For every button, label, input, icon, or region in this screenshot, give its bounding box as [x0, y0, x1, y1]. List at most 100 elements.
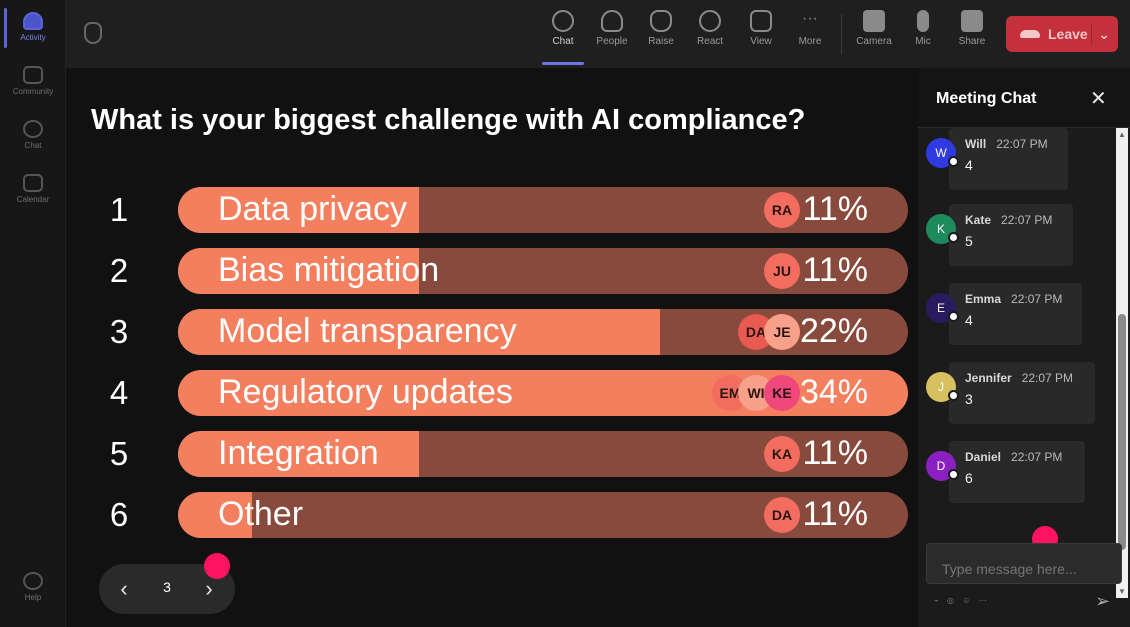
voter-avatar: JU	[764, 253, 800, 289]
chat-header: Meeting Chat ✕	[918, 68, 1130, 128]
cursor-highlight-dot	[204, 553, 230, 579]
chevron-right-icon[interactable]: ›	[205, 576, 213, 601]
poll-option-row: 5 Integration 11% KA	[66, 431, 918, 477]
chat-scrollbar[interactable]: ▲ ▼	[1116, 128, 1128, 598]
message-time: 22:07 PM	[1011, 292, 1063, 306]
chat-icon	[23, 120, 43, 138]
poll-option-number: 3	[109, 313, 129, 350]
voter-avatar: KE	[764, 375, 800, 411]
poll-option-label: Bias mitigation	[218, 251, 440, 289]
message-text: 5	[965, 233, 973, 249]
poll-option-row: 6 Other 11% DA	[66, 492, 918, 538]
poll-option-label: Other	[218, 495, 304, 533]
message-bubble: Jennifer 22:07 PM 3	[949, 362, 1095, 424]
toolbar-more-label: More	[798, 36, 822, 47]
voter-avatar: RA	[764, 192, 800, 228]
poll-option-bar: Regulatory updates 34% EM WI KE	[178, 370, 908, 416]
voter-avatars: JU	[178, 253, 908, 289]
voter-avatars: DA	[178, 497, 908, 533]
poll-option-number: 4	[109, 374, 129, 411]
presence-status-dot	[948, 156, 959, 167]
toolbar-raise-button[interactable]: Raise	[638, 10, 684, 47]
rail-item-chat[interactable]: Chat	[0, 120, 66, 150]
toolbar-chat-label: Chat	[552, 36, 574, 47]
chat-message: Emma 22:07 PM 4 E	[924, 283, 1114, 349]
rail-item-help[interactable]: Help	[0, 572, 66, 602]
send-icon[interactable]: ➢	[1095, 591, 1111, 611]
page-number: 3	[163, 579, 171, 595]
presence-status-dot	[948, 232, 959, 243]
sender-name: Jennifer	[965, 371, 1012, 385]
scrollbar-thumb[interactable]	[1118, 314, 1126, 550]
sender-name: Emma	[965, 292, 1002, 306]
rail-item-activity[interactable]: Activity	[0, 12, 66, 42]
voter-avatars: KA	[178, 436, 908, 472]
rail-item-label: Calendar	[16, 195, 50, 204]
message-input[interactable]	[926, 543, 1122, 584]
poll-option-row: 1 Data privacy 11% RA	[66, 187, 918, 233]
community-icon	[23, 66, 43, 84]
message-text: 4	[965, 312, 973, 328]
poll-option-percent: 11%	[802, 434, 868, 472]
toolbar-share-button[interactable]: Share	[949, 10, 995, 47]
poll-option-row: 2 Bias mitigation 11% JU	[66, 248, 918, 294]
chat-message-list[interactable]: Will 22:07 PM 4 W Kate 22:07 PM 5 K Emma 22:07 PM…	[918, 128, 1118, 598]
poll-option-fill	[178, 187, 419, 233]
presence-status-dot	[948, 311, 959, 322]
poll-option-percent: 34%	[799, 373, 868, 411]
help-icon	[23, 572, 43, 590]
grid-icon	[750, 10, 772, 32]
share-icon	[961, 10, 983, 32]
message-bubble: Daniel 22:07 PM 6	[949, 441, 1085, 503]
scroll-down-icon[interactable]: ▼	[1118, 587, 1126, 596]
active-tab-indicator	[542, 62, 584, 65]
poll-option-number: 1	[109, 191, 129, 228]
leave-button[interactable]: Leave ⌄	[1006, 16, 1118, 52]
poll-option-bar: Model transparency 22% DA JE	[178, 309, 908, 355]
toolbar-react-button[interactable]: React	[687, 10, 733, 47]
toolbar-view-label: View	[750, 36, 772, 47]
rail-active-indicator	[4, 8, 7, 48]
voter-avatar: DA	[764, 497, 800, 533]
sender-name: Kate	[965, 213, 992, 227]
poll-question: What is your biggest challenge with AI c…	[91, 104, 806, 136]
presence-status-dot	[948, 469, 959, 480]
poll-option-label: Model transparency	[218, 312, 517, 350]
toolbar-react-label: React	[696, 36, 724, 47]
message-time: 22:07 PM	[1011, 450, 1063, 464]
composer-tools-icon[interactable]: ⌁ ◎ ☺ ⋯	[934, 596, 990, 605]
rail-item-calendar[interactable]: Calendar	[0, 174, 66, 204]
toolbar-divider	[841, 14, 842, 54]
rail-item-label: Community	[12, 87, 54, 96]
presence-status-dot	[948, 390, 959, 401]
chat-title: Meeting Chat	[936, 90, 1037, 107]
rail-item-community[interactable]: Community	[0, 66, 66, 96]
poll-option-fill	[178, 492, 252, 538]
message-bubble: Will 22:07 PM 4	[949, 128, 1068, 190]
toolbar-mic-button[interactable]: Mic	[900, 10, 946, 47]
toolbar-more-button[interactable]: ··· More	[787, 10, 833, 47]
close-icon[interactable]: ✕	[1090, 88, 1107, 110]
scroll-up-icon[interactable]: ▲	[1118, 130, 1126, 139]
smiley-icon	[699, 10, 721, 32]
poll-option-bar: Bias mitigation 11% JU	[178, 248, 908, 294]
chevron-down-icon[interactable]: ⌄	[1091, 24, 1110, 44]
poll-option-label: Data privacy	[218, 190, 407, 228]
poll-option-number: 5	[109, 435, 129, 472]
more-dots-icon: ···	[802, 10, 818, 27]
toolbar-chat-button[interactable]: Chat	[540, 10, 586, 65]
shield-icon	[84, 22, 102, 44]
poll-stage: What is your biggest challenge with AI c…	[66, 68, 918, 627]
app-rail: Activity Community Chat Calendar Help	[0, 0, 66, 627]
rail-item-label: Activity	[20, 33, 46, 42]
poll-option-fill	[178, 431, 419, 477]
toolbar-view-button[interactable]: View	[738, 10, 784, 47]
chevron-left-icon[interactable]: ‹	[120, 576, 128, 601]
avatar: D	[926, 451, 956, 481]
poll-option-number: 6	[109, 496, 129, 533]
voter-avatars: DA JE	[178, 314, 908, 350]
toolbar-camera-button[interactable]: Camera	[851, 10, 897, 47]
toolbar-people-button[interactable]: People	[589, 10, 635, 47]
mic-icon	[917, 10, 929, 32]
poll-option-percent: 11%	[802, 495, 868, 533]
